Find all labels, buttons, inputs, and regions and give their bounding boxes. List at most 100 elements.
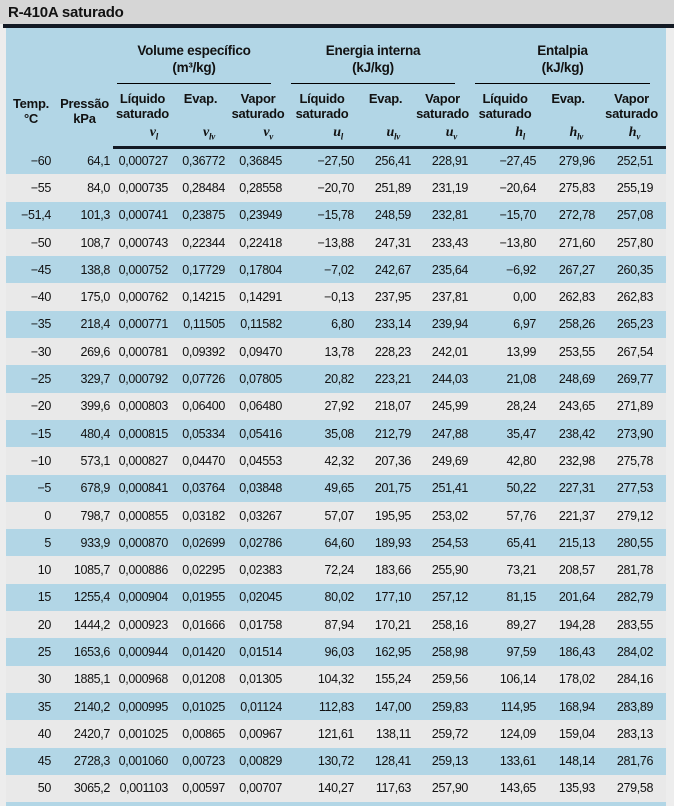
table-row: −55 84,0 0,000735 0,28484 0,28558 −20,70 251,8…	[6, 174, 667, 202]
table-row: −35 218,4 0,000771 0,11505 0,11582 6,80 233,14…	[6, 310, 667, 339]
table-body: −60 64,1 0,000727 0,36772 0,36845 −27,50 256,4…	[6, 147, 667, 803]
group-underline: Volume específico (m³/kg)	[117, 42, 272, 84]
cell-temp: −50	[30, 235, 52, 250]
cell-u-liq: 13,78	[324, 344, 355, 359]
cell-u-liq: 96,03	[324, 644, 355, 659]
cell-h-liq: 65,41	[506, 535, 537, 550]
cell-h-liq: 57,76	[506, 508, 537, 523]
cell-u-evap: 242,67	[374, 262, 412, 277]
cell-temp: 35	[37, 699, 52, 714]
cell-pressure: 399,6	[80, 399, 110, 414]
cell-u-evap: 170,21	[374, 617, 412, 632]
cell-u-evap: 201,75	[374, 481, 412, 496]
cell-v-vap: 0,17804	[239, 262, 283, 277]
cell-pressure: 84,0	[87, 180, 110, 195]
cell-v-vap: 0,01124	[240, 699, 283, 714]
cell-v-vap: 0,02383	[239, 563, 283, 578]
cell-h-evap: 186,43	[558, 644, 596, 659]
cell-u-evap: 218,07	[374, 399, 412, 414]
cell-h-evap: 271,60	[558, 235, 596, 250]
cell-u-liq: −0,13	[324, 290, 355, 305]
cell-u-vap: 253,02	[431, 508, 469, 523]
table-row: 35 2140,2 0,000995 0,01025 0,01124 112,83 147,…	[6, 692, 667, 721]
cell-v-liq: 0,000968	[118, 672, 169, 687]
cell-h-evap: 148,14	[558, 754, 596, 769]
symbol-v-liq: vl	[113, 121, 172, 149]
cell-v-liq: 0,000886	[118, 563, 169, 578]
cell-pressure: 1085,7	[73, 563, 110, 578]
cell-h-liq: −27,45	[499, 154, 537, 169]
cell-temp: −51,4	[21, 208, 51, 223]
cell-temp: 40	[37, 726, 52, 741]
cell-h-vap: 283,55	[616, 617, 654, 632]
table-row: 5 933,9 0,000870 0,02699 0,02786 64,60 189,93 2…	[6, 529, 667, 557]
cell-v-evap: 0,04470	[182, 453, 225, 468]
table-row: −25 329,7 0,000792 0,07726 0,07805 20,82 223,2…	[6, 365, 667, 393]
cell-pressure: 2728,3	[73, 754, 110, 769]
symbol-row: vl vlv vv ul ulv uv hl hlv hv	[6, 121, 667, 149]
cell-h-liq: 124,09	[499, 726, 537, 741]
cell-v-liq: 0,000781	[118, 344, 169, 359]
cell-h-evap: 258,26	[558, 317, 596, 332]
table-row: 25 1653,6 0,000944 0,01420 0,01514 96,03 162,9…	[6, 638, 667, 666]
cell-u-liq: −15,78	[317, 208, 355, 223]
cell-u-vap: 257,90	[431, 781, 469, 796]
cell-v-vap: 0,09470	[239, 344, 283, 359]
cell-v-evap: 0,05334	[182, 426, 225, 441]
cell-h-evap: 267,27	[558, 262, 596, 277]
table-row: 40 2420,7 0,001025 0,00865 0,00967 121,61 138,…	[6, 720, 667, 748]
group-title: Entalpia	[537, 43, 588, 58]
group-enthalpy: Entalpia (kJ/kg)	[471, 28, 666, 84]
cell-h-evap: 238,42	[558, 426, 596, 441]
cell-u-vap: 244,03	[431, 372, 469, 387]
cell-u-evap: 117,63	[375, 781, 412, 796]
cell-pressure: 480,4	[80, 426, 110, 441]
col-header-u-evap: Evap.	[368, 91, 403, 106]
cell-u-vap: 254,53	[431, 535, 469, 550]
group-unit: (kJ/kg)	[352, 60, 394, 75]
cell-h-evap: 262,83	[558, 290, 596, 305]
cell-temp: 0	[44, 508, 51, 523]
table-row: 20 1444,2 0,000923 0,01666 0,01758 87,94 170,2…	[6, 611, 667, 639]
cell-v-evap: 0,06400	[182, 399, 225, 414]
table-row: −50 108,7 0,000743 0,22344 0,22418 −13,88 247,…	[6, 228, 667, 257]
cell-pressure: 678,9	[80, 481, 110, 496]
cell-temp: −55	[30, 180, 52, 195]
cell-h-liq: −6,92	[506, 262, 537, 277]
cell-u-evap: 195,95	[374, 508, 412, 523]
col-header-v-evap: Evap.	[183, 91, 218, 106]
cell-h-liq: 97,59	[506, 644, 537, 659]
cell-u-evap: 155,24	[374, 672, 412, 687]
symbol-h-vap: hv	[597, 121, 667, 149]
cell-u-liq: 64,60	[324, 535, 355, 550]
cell-v-liq: 0,001103	[119, 781, 169, 796]
cell-v-vap: 0,07805	[239, 372, 283, 387]
cell-temp: 45	[37, 754, 52, 769]
cell-h-liq: 73,21	[506, 563, 537, 578]
cell-temp: 25	[37, 644, 52, 659]
cell-v-vap: 0,28558	[239, 180, 283, 195]
page-title: R-410A saturado	[0, 0, 674, 24]
cell-h-evap: 279,96	[558, 154, 596, 169]
col-header-v-vapor: Vapor saturado	[231, 91, 285, 121]
cell-u-liq: 112,83	[318, 699, 355, 714]
header-corner	[6, 28, 113, 84]
cell-pressure: 1255,4	[73, 590, 110, 605]
cell-u-liq: 35,08	[324, 426, 355, 441]
sub-header-row: Temp. °C Pressão kPa Líquido saturado Ev…	[6, 84, 666, 126]
cell-u-evap: 207,36	[374, 453, 412, 468]
cell-v-vap: 0,01305	[239, 672, 283, 687]
table-row: −10 573,1 0,000827 0,04470 0,04553 42,32 207,3…	[6, 447, 667, 475]
cell-v-liq: 0,001060	[118, 754, 169, 769]
cell-u-vap: 259,72	[431, 726, 469, 741]
table-row: −45 138,8 0,000752 0,17729 0,17804 −7,02 242,6…	[6, 256, 667, 284]
cell-u-vap: 228,91	[431, 154, 469, 169]
cell-h-vap: 269,77	[616, 372, 654, 387]
cell-v-liq: 0,000995	[118, 699, 169, 714]
cell-u-liq: 49,65	[324, 481, 355, 496]
cell-v-vap: 0,03267	[239, 508, 283, 523]
cell-temp: 50	[37, 781, 52, 796]
cell-u-vap: 235,64	[431, 262, 469, 277]
cell-pressure: 798,7	[80, 508, 110, 523]
cell-temp: −30	[30, 344, 52, 359]
